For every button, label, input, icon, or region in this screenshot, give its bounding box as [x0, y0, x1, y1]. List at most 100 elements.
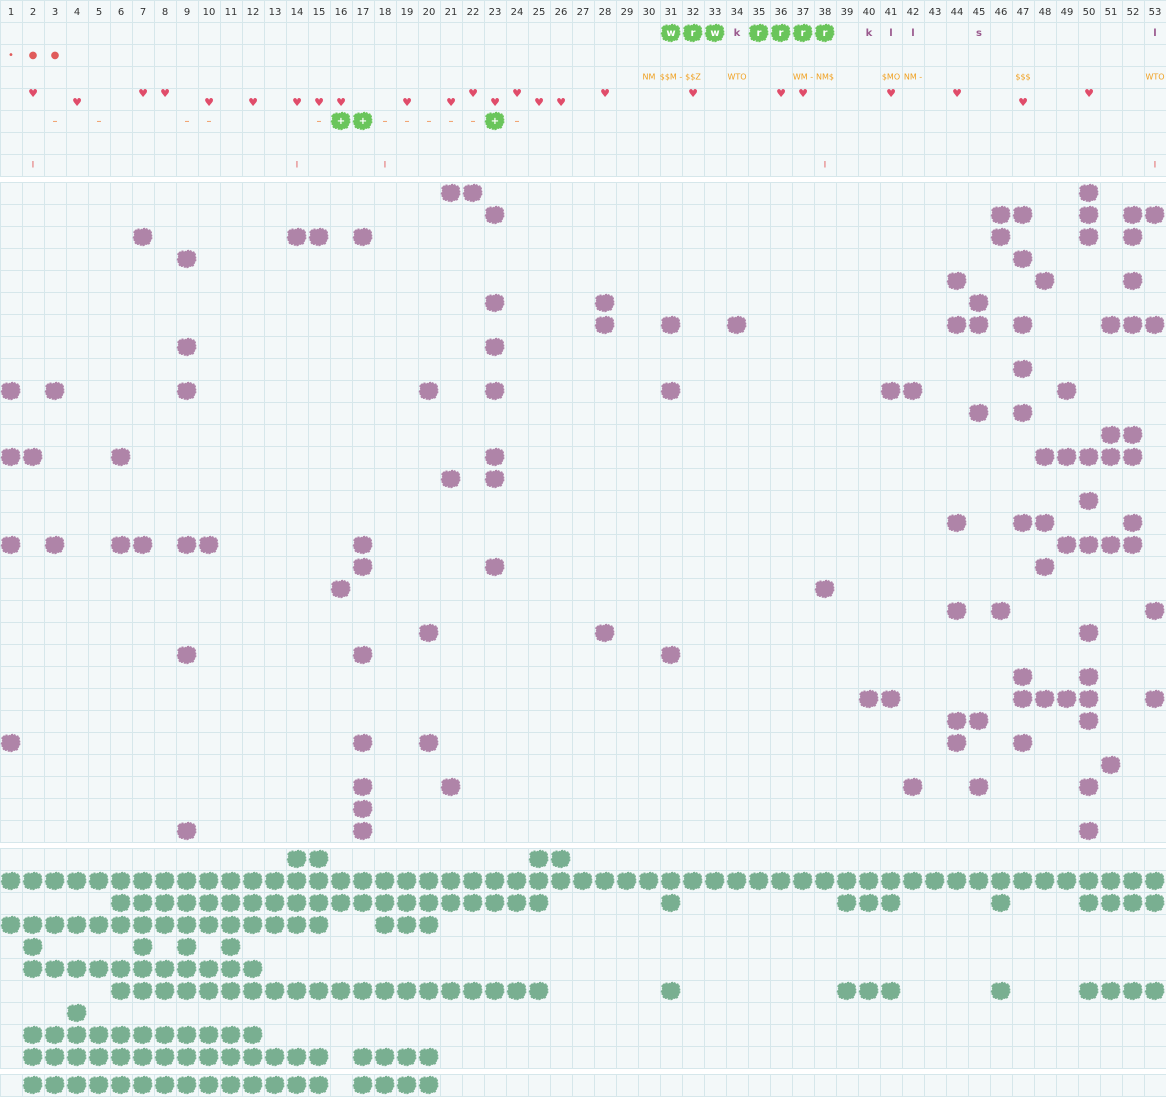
- blob: [660, 381, 681, 401]
- blob: [44, 535, 65, 555]
- column-number: 15: [313, 7, 326, 18]
- blob: [1100, 535, 1121, 555]
- column-number: 25: [533, 7, 546, 18]
- blob: [836, 893, 857, 913]
- column-number: 44: [951, 7, 964, 18]
- cell-dot: ●: [51, 50, 60, 61]
- blob: [220, 1025, 241, 1045]
- cell-heart-high: ♥: [468, 87, 478, 100]
- cell-tick: I: [384, 161, 387, 171]
- blob: [462, 183, 483, 203]
- blob: [396, 1075, 417, 1095]
- blob: [990, 893, 1011, 913]
- blob: [352, 557, 373, 577]
- blob: [660, 893, 681, 913]
- blob: [858, 981, 879, 1001]
- blob: [814, 871, 835, 891]
- blob: [154, 981, 175, 1001]
- blob: [1122, 425, 1143, 445]
- blob: [176, 915, 197, 935]
- blob: [1012, 249, 1033, 269]
- blob: [462, 893, 483, 913]
- column-number: 27: [577, 7, 590, 18]
- blob: [198, 915, 219, 935]
- blob: [352, 733, 373, 753]
- blob: [1034, 271, 1055, 291]
- blob: [1078, 777, 1099, 797]
- blob: [1144, 981, 1165, 1001]
- blob: [374, 871, 395, 891]
- cell-money: $$$: [1015, 73, 1030, 82]
- blob: [330, 981, 351, 1001]
- column-number: 42: [907, 7, 920, 18]
- blob: [484, 469, 505, 489]
- blob: [1078, 821, 1099, 841]
- blob: [616, 871, 637, 891]
- blob: [132, 535, 153, 555]
- blob: [198, 981, 219, 1001]
- blob: [1122, 315, 1143, 335]
- column-number: 17: [357, 7, 370, 18]
- blob: [242, 1075, 263, 1095]
- blob: [176, 535, 197, 555]
- blob: [154, 1075, 175, 1095]
- blob: [1078, 871, 1099, 891]
- blob: [308, 871, 329, 891]
- blob: [1012, 205, 1033, 225]
- blob: [836, 871, 857, 891]
- tile-letter: r: [779, 28, 784, 39]
- blob: [462, 871, 483, 891]
- blob: [1034, 557, 1055, 577]
- blob: [1012, 403, 1033, 423]
- blob: [88, 915, 109, 935]
- blob: [132, 915, 153, 935]
- blob: [176, 871, 197, 891]
- blob: [110, 1075, 131, 1095]
- cell-heart-low: ♥: [204, 96, 214, 109]
- blob: [418, 893, 439, 913]
- blob: [1078, 623, 1099, 643]
- blob: [352, 227, 373, 247]
- blob: [286, 915, 307, 935]
- tile-letter: +: [491, 116, 499, 127]
- blob: [374, 915, 395, 935]
- blob: [198, 893, 219, 913]
- blob: [352, 535, 373, 555]
- blob: [352, 821, 373, 841]
- blob: [1012, 315, 1033, 335]
- blob: [660, 315, 681, 335]
- cell-heart-low: ♥: [402, 96, 412, 109]
- cell-heart-high: ♥: [1084, 87, 1094, 100]
- blob: [1078, 981, 1099, 1001]
- blob: [88, 871, 109, 891]
- blob: [286, 1047, 307, 1067]
- blob: [330, 111, 351, 131]
- cell-heart-high: ♥: [776, 87, 786, 100]
- blob: [880, 871, 901, 891]
- blob: [198, 1047, 219, 1067]
- blob: [352, 111, 373, 131]
- blob: [484, 111, 505, 131]
- cell-dash: –: [97, 116, 102, 127]
- blob: [660, 981, 681, 1001]
- column-number: 45: [973, 7, 986, 18]
- blob: [1012, 667, 1033, 687]
- blob: [550, 849, 571, 869]
- column-number: 6: [118, 7, 124, 18]
- blob: [418, 871, 439, 891]
- blob: [990, 227, 1011, 247]
- tile-letter: r: [801, 28, 806, 39]
- blob: [220, 937, 241, 957]
- section-bg: [0, 1074, 1166, 1096]
- cell-money: WTO: [727, 73, 746, 82]
- blob: [880, 893, 901, 913]
- column-number: 32: [687, 7, 700, 18]
- blob: [176, 1047, 197, 1067]
- blob: [154, 915, 175, 935]
- blob: [880, 981, 901, 1001]
- blob: [968, 293, 989, 313]
- blob: [330, 893, 351, 913]
- cell-dot: •: [8, 50, 14, 61]
- blob: [264, 893, 285, 913]
